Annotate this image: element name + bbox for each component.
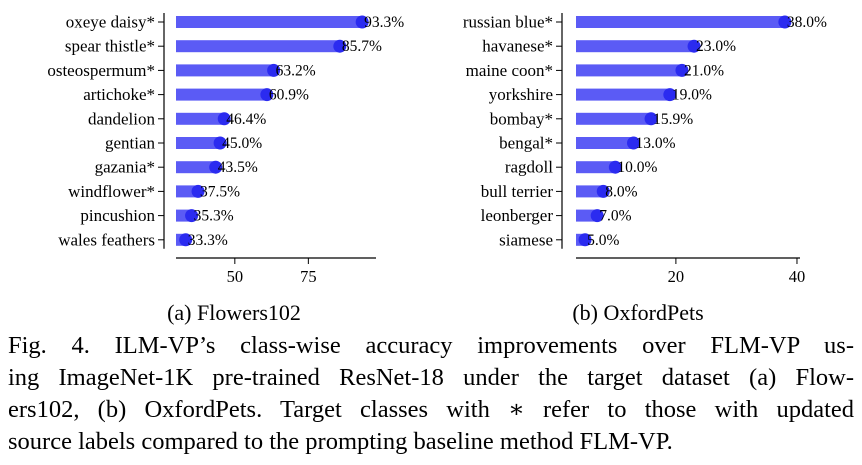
bar-end-marker xyxy=(663,88,677,102)
bar xyxy=(576,64,682,77)
bar-end-marker xyxy=(213,136,227,150)
category-label: artichoke* xyxy=(83,85,155,104)
category-label: maine coon* xyxy=(466,61,553,80)
bar xyxy=(176,88,267,101)
value-label: 60.9% xyxy=(269,87,309,104)
bar xyxy=(576,112,652,125)
bar-end-marker xyxy=(644,112,658,126)
bar xyxy=(176,40,340,53)
bar-end-marker xyxy=(185,209,199,223)
category-label: pincushion xyxy=(80,206,155,225)
category-label: oxeye daisy* xyxy=(66,13,155,32)
bar-end-marker xyxy=(209,160,223,174)
category-label: bull terrier xyxy=(481,182,554,201)
value-label: 8.0% xyxy=(605,183,637,200)
value-label: 85.7% xyxy=(342,38,382,55)
value-label: 35.3% xyxy=(194,208,234,225)
value-label: 7.0% xyxy=(599,208,631,225)
category-label: leonberger xyxy=(481,206,554,225)
category-label: russian blue* xyxy=(463,13,553,32)
bar xyxy=(176,64,274,77)
category-label: gentian xyxy=(105,134,156,153)
category-label: dandelion xyxy=(88,109,156,128)
chart-flowers102: oxeye daisy* 93.3% spear thistle* 85.7% oste… xyxy=(47,13,404,326)
bar xyxy=(176,161,216,174)
category-label: ragdoll xyxy=(505,158,553,177)
value-label: 93.3% xyxy=(364,14,404,31)
caption-line: source labels compared to the prompting … xyxy=(8,428,673,455)
bar xyxy=(176,137,221,149)
chart-oxfordpets: russian blue* 38.0% havanese* 23.0% maine co… xyxy=(463,13,827,326)
category-label: yorkshire xyxy=(489,85,553,104)
value-label: 63.2% xyxy=(276,62,316,79)
bar xyxy=(576,88,670,101)
bar xyxy=(576,40,695,53)
category-label: siamese xyxy=(499,230,553,249)
category-label: spear thistle* xyxy=(65,37,155,56)
bar-end-marker xyxy=(267,63,281,77)
value-label: 10.0% xyxy=(617,159,657,176)
bar-end-marker xyxy=(596,184,610,198)
bar-end-marker xyxy=(675,63,689,77)
value-label: 45.0% xyxy=(222,135,262,152)
caption-line: ing ImageNet-1K pre-trained ResNet-18 un… xyxy=(8,364,854,391)
value-label: 21.0% xyxy=(684,62,724,79)
figure-caption: Fig. 4. ILM-VP’s class-wise accuracy imp… xyxy=(8,330,854,458)
value-label: 5.0% xyxy=(587,232,619,249)
x-tick-label: 75 xyxy=(300,267,317,286)
bar-end-marker xyxy=(179,233,193,247)
value-label: 46.4% xyxy=(226,111,266,128)
value-label: 33.3% xyxy=(188,232,228,249)
bar-end-marker xyxy=(687,39,701,53)
x-tick-label: 50 xyxy=(227,267,244,286)
bar-end-marker xyxy=(260,88,274,102)
value-label: 43.5% xyxy=(218,159,258,176)
bar xyxy=(576,16,785,28)
subplot-title: (b) OxfordPets xyxy=(572,300,703,325)
value-label: 38.0% xyxy=(787,14,827,31)
x-tick-label: 20 xyxy=(668,267,685,286)
figure: oxeye daisy* 93.3% spear thistle* 85.7% oste… xyxy=(47,13,827,326)
subplot-title: (a) Flowers102 xyxy=(167,300,301,325)
value-label: 19.0% xyxy=(672,87,712,104)
bar-end-marker xyxy=(578,233,592,247)
category-label: bengal* xyxy=(499,134,553,153)
bar xyxy=(576,137,634,149)
category-label: wales feathers xyxy=(58,230,155,249)
bar-end-marker xyxy=(217,112,231,126)
value-label: 37.5% xyxy=(200,183,240,200)
bar xyxy=(176,16,363,28)
bar-end-marker xyxy=(608,160,622,174)
bar-end-marker xyxy=(333,39,347,53)
bar-end-marker xyxy=(778,15,792,29)
bar-end-marker xyxy=(355,15,369,29)
caption-line: Fig. 4. ILM-VP’s class-wise accuracy imp… xyxy=(8,332,854,359)
bar-end-marker xyxy=(590,209,604,223)
caption-line: ers102, (b) OxfordPets. Target classes w… xyxy=(8,396,854,423)
category-label: gazania* xyxy=(95,158,155,177)
value-label: 13.0% xyxy=(636,135,676,152)
category-label: havanese* xyxy=(482,37,553,56)
x-tick-label: 40 xyxy=(789,267,806,286)
category-label: windflower* xyxy=(68,182,155,201)
bar xyxy=(576,161,616,174)
bar xyxy=(176,112,225,125)
category-label: osteospermum* xyxy=(47,61,155,80)
category-label: bombay* xyxy=(490,109,553,128)
bar-end-marker xyxy=(627,136,641,150)
bar-end-marker xyxy=(191,184,205,198)
value-label: 15.9% xyxy=(653,111,693,128)
value-label: 23.0% xyxy=(696,38,736,55)
bar xyxy=(576,185,604,198)
